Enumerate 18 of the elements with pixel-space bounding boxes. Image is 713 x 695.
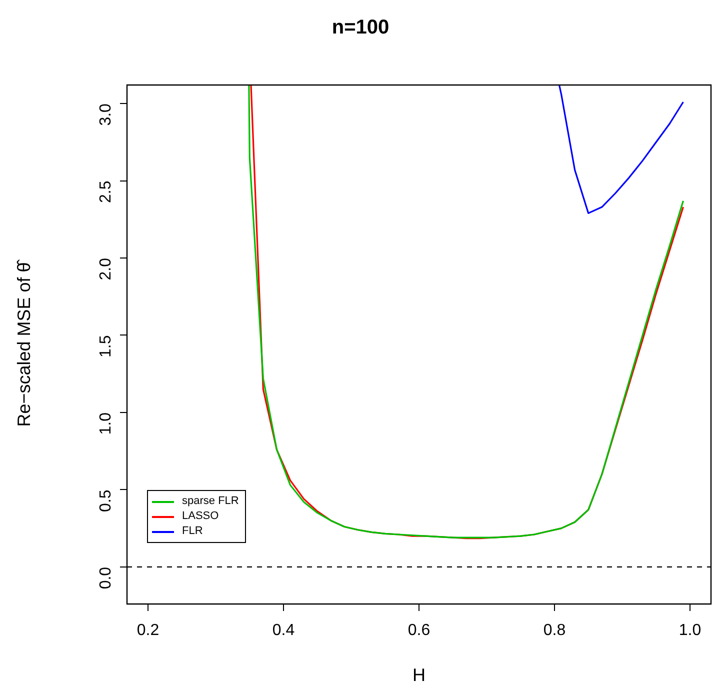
y-tick-label: 2.0 [97, 258, 114, 280]
x-tick-label: 0.4 [272, 622, 295, 640]
y-tick-label: 1.0 [97, 412, 114, 435]
chart-title: n=100 [332, 16, 390, 39]
x-tick-label: 0.6 [408, 622, 430, 640]
x-tick-label: 0.2 [136, 622, 160, 640]
x-axis-title: H [412, 665, 426, 686]
legend-label: sparse FLR [182, 494, 239, 509]
y-tick-label: 0.0 [97, 566, 114, 590]
legend-label: FLR [182, 524, 203, 539]
y-tick-label: 0.5 [97, 490, 114, 512]
legend-label: LASSO [182, 509, 219, 524]
x-tick-label: 0.8 [543, 622, 566, 640]
y-tick-label: 1.5 [97, 335, 114, 358]
x-tick-label: 1.0 [678, 622, 702, 640]
y-axis-title: Re−scaled MSE of θ̂ [14, 259, 34, 427]
y-tick-label: 3.0 [97, 103, 114, 126]
y-tick-label: 2.5 [97, 180, 114, 204]
